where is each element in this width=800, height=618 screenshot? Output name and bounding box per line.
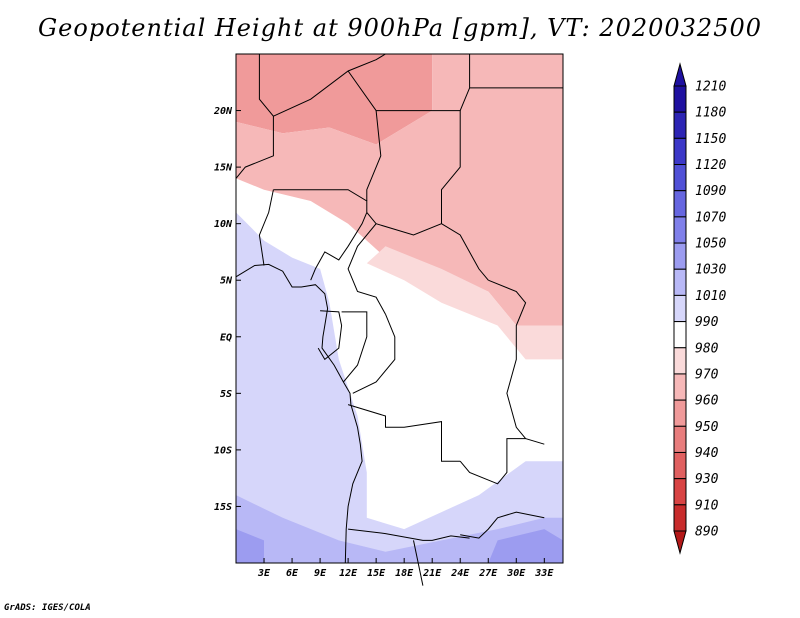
colorbar-label: 1120: [695, 158, 726, 173]
colorbar-swatch: [673, 216, 687, 244]
colorbar-swatch: [673, 321, 687, 349]
plot-frame: [235, 53, 564, 564]
plot-area: [235, 53, 564, 586]
country-border: [488, 279, 545, 445]
colorbar-swatch: [673, 347, 687, 375]
colorbar-label: 1010: [695, 289, 726, 304]
colorbar-swatch: [673, 190, 687, 218]
colorbar-label: 1050: [695, 237, 726, 252]
colorbar-label: 930: [695, 472, 719, 487]
colorbar-label: 1070: [695, 210, 726, 225]
colorbar-swatch: [673, 111, 687, 139]
colorbar-label: 990: [695, 315, 719, 330]
country-border: [348, 528, 470, 541]
country-border: [352, 314, 396, 394]
country-border: [235, 54, 274, 179]
contour-region-south-deep-blue: [236, 529, 264, 563]
contour-region-southeast-deep-blue: [488, 529, 563, 563]
grads-credit: GrADS: IGES/COLA: [4, 603, 91, 613]
country-border: [273, 189, 368, 213]
colorbar-label: 950: [695, 420, 719, 435]
colorbar-swatch: [673, 164, 687, 192]
country-border: [375, 223, 489, 281]
colorbar-label: 1210: [695, 80, 726, 95]
x-tick-label: 30E: [506, 568, 526, 579]
y-axis-ticks: 20N 15N 10N 5N EQ 5S 10S 15S: [213, 106, 241, 513]
y-tick-label: 20N: [213, 106, 233, 117]
colorbar-top-arrow: [673, 62, 687, 87]
coastline: [235, 263, 363, 564]
y-tick-label: 5N: [220, 276, 233, 287]
country-border: [347, 404, 461, 462]
country-borders-layer: [235, 53, 563, 586]
colorbar-swatch: [673, 373, 687, 401]
colorbar-label: 960: [695, 394, 719, 409]
colorbar-swatch: [673, 268, 687, 296]
country-border: [347, 70, 382, 201]
colorbar-label: 1090: [695, 184, 726, 199]
colorbar-label: 1030: [695, 263, 726, 278]
contour-region-north-congo-light: [366, 246, 563, 360]
x-tick-label: 15E: [367, 568, 386, 579]
y-tick-label: 5S: [220, 389, 232, 400]
colorbar-swatch: [673, 85, 687, 113]
colorbar-swatch: [673, 451, 687, 480]
x-tick-label: 33E: [534, 568, 554, 579]
x-tick-label: 24E: [450, 568, 470, 579]
contour-region-south-blue: [236, 495, 563, 563]
country-border: [317, 310, 343, 361]
colorbar-swatch: [673, 478, 687, 506]
contour-region-sahel-pink: [236, 54, 563, 326]
colorbar-swatch: [673, 242, 687, 270]
y-tick-label: 10N: [214, 219, 233, 230]
x-axis-ticks: 3E 6E 9E 12E 15E 18E 21E 24E 27E 30E 33E: [257, 558, 554, 579]
colorbar-swatch: [673, 137, 687, 166]
colorbar-bottom-arrow: [673, 530, 687, 555]
x-tick-label: 9E: [314, 568, 327, 579]
colorbar-swatch: [673, 425, 687, 453]
x-tick-label: 27E: [478, 568, 498, 579]
colorbar-label: 980: [695, 341, 719, 356]
colorbar-swatch: [673, 504, 687, 532]
colorbar-swatch: [673, 399, 687, 427]
x-tick-label: 3E: [257, 568, 271, 579]
y-tick-label: EQ: [220, 332, 232, 343]
map-title: Geopotential Height at 900hPa [gpm], VT:…: [38, 14, 762, 42]
y-tick-label: 15N: [214, 163, 233, 174]
y-tick-label: 15S: [214, 502, 232, 513]
country-border: [459, 438, 526, 485]
x-tick-label: 18E: [395, 568, 414, 579]
colorbar-label: 910: [695, 498, 719, 513]
colorbar-label: 1180: [695, 106, 726, 121]
colorbar-swatch: [673, 294, 687, 323]
country-border: [376, 110, 461, 224]
colorbar-label: 1150: [695, 132, 726, 147]
colorbar-label: 940: [695, 446, 719, 461]
y-tick-label: 10S: [214, 445, 232, 456]
x-tick-label: 12E: [339, 568, 358, 579]
contour-region-gulf-guinea-blue: [236, 212, 563, 563]
contour-fill-layer: [236, 54, 563, 563]
colorbar-label: 970: [695, 367, 719, 382]
x-tick-label: 21E: [422, 568, 442, 579]
colorbar-label: 890: [695, 525, 719, 540]
colorbar: 1210 1180 1150 1120 1090 1070 1050 1030 1010 990 9…: [673, 62, 726, 555]
x-tick-label: 6E: [286, 568, 299, 579]
contour-region-sahara-mid: [236, 54, 433, 145]
country-border: [460, 511, 545, 539]
country-border: [310, 212, 368, 281]
country-border: [258, 189, 274, 266]
country-border: [341, 311, 368, 383]
